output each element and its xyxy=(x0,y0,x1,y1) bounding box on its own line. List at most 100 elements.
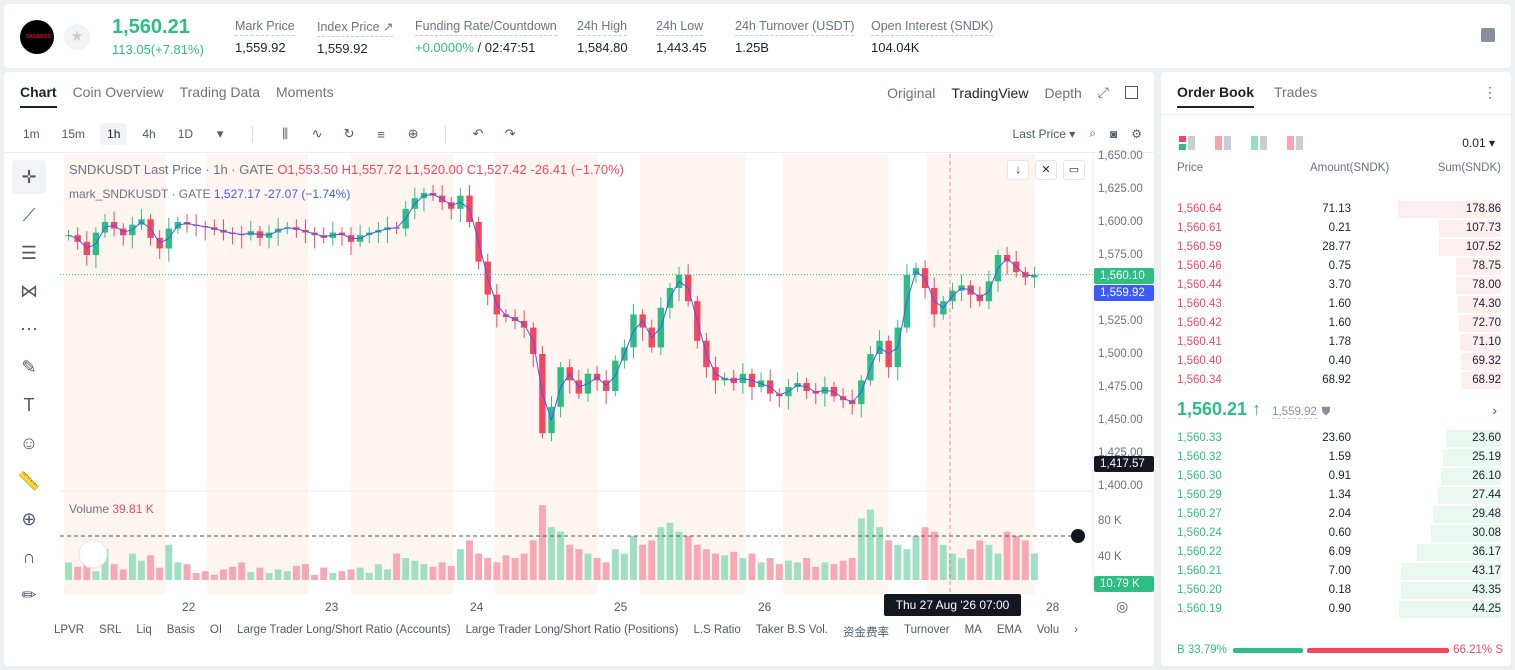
indicator-icon[interactable]: ∿ xyxy=(311,126,323,141)
depth-mode-icon[interactable] xyxy=(1287,136,1303,150)
favorite-star-icon[interactable]: ★ xyxy=(64,24,90,50)
pencil-icon[interactable]: ✏ xyxy=(21,584,37,605)
both-sides-icon[interactable] xyxy=(1179,136,1195,150)
candlestick-chart[interactable] xyxy=(60,154,1094,594)
view-tradingview[interactable]: TradingView xyxy=(951,84,1029,101)
stat-mark-price[interactable]: Mark Price 1,559.92 xyxy=(235,19,295,55)
indicator-item[interactable]: LPVR xyxy=(54,624,85,636)
divider xyxy=(1161,114,1511,115)
ob-amount: 7.00 xyxy=(1328,565,1351,577)
zoom-in-icon[interactable]: ⊕ xyxy=(21,508,37,529)
volume-bar xyxy=(393,553,401,580)
ruler-icon[interactable]: 📏 xyxy=(17,470,41,491)
indicator-item[interactable]: MA xyxy=(964,624,982,636)
collapse-icon[interactable]: ✕ xyxy=(1035,160,1057,180)
order-book-panel: Order Book Trades ⋮ 0.01 ▾ Price Amount(… xyxy=(1161,72,1511,666)
indicator-item[interactable]: Taker B.S Vol. xyxy=(755,624,828,636)
reset-icon[interactable]: ▭ xyxy=(1063,160,1085,180)
ask-row[interactable]: 1,560.44 3.70 78.00 xyxy=(1161,276,1511,295)
bid-row[interactable]: 1,560.32 1.59 25.19 xyxy=(1161,448,1511,467)
precision-select[interactable]: 0.01 ▾ xyxy=(1462,136,1495,150)
view-original[interactable]: Original xyxy=(887,84,936,101)
indicator-item[interactable]: Basis xyxy=(166,624,195,636)
asks-only-icon[interactable] xyxy=(1251,136,1267,150)
volume-bar xyxy=(548,527,555,580)
bid-row[interactable]: 1,560.27 2.04 29.48 xyxy=(1161,505,1511,524)
more-icon[interactable]: ⋮ xyxy=(1483,84,1497,100)
arrow-down-icon[interactable]: ↓ xyxy=(1007,160,1029,180)
gear-icon[interactable]: ⚙ xyxy=(1131,126,1142,141)
tab-order-book[interactable]: Order Book xyxy=(1177,84,1255,108)
tf-15m[interactable]: 15m xyxy=(61,127,86,141)
ask-row[interactable]: 1,560.40 0.40 69.32 xyxy=(1161,352,1511,371)
bid-row[interactable]: 1,560.33 23.60 23.60 xyxy=(1161,429,1511,448)
y-tick: 1,450.00 xyxy=(1098,414,1143,426)
ask-row[interactable]: 1,560.46 0.75 78.75 xyxy=(1161,257,1511,276)
tab-moments[interactable]: Moments xyxy=(276,84,334,100)
bid-row[interactable]: 1,560.20 0.18 43.35 xyxy=(1161,581,1511,600)
indicator-item[interactable]: Liq xyxy=(136,624,152,636)
indicator-item[interactable]: Large Trader Long/Short Ratio (Accounts) xyxy=(237,624,451,636)
tf-4h[interactable]: 4h xyxy=(142,127,156,141)
price-type-select[interactable]: Last Price ▾ xyxy=(1012,126,1076,141)
expand-icon[interactable]: ⤢ xyxy=(1097,84,1109,100)
ask-row[interactable]: 1,560.41 1.78 71.10 xyxy=(1161,333,1511,352)
tab-trades[interactable]: Trades xyxy=(1274,84,1318,100)
indicator-item[interactable]: Volu xyxy=(1036,624,1060,636)
stat-index-price[interactable]: Index Price ↗ 1,559.92 xyxy=(317,20,394,56)
emoji-icon[interactable]: ☺ xyxy=(19,432,39,453)
plugin-icon[interactable]: ⊕ xyxy=(407,126,419,141)
tf-1d[interactable]: 1D xyxy=(177,127,194,141)
chevron-right-icon[interactable]: › xyxy=(1074,624,1078,636)
fib-icon[interactable]: ⋯ xyxy=(20,318,38,339)
horizontal-lines-icon[interactable]: ☰ xyxy=(20,242,38,263)
magnet-icon[interactable]: ∩ xyxy=(22,546,36,567)
bids-only-icon[interactable] xyxy=(1215,136,1231,150)
chevron-right-icon[interactable]: › xyxy=(1492,402,1497,418)
redo-icon[interactable]: ↷ xyxy=(504,126,516,141)
tf-1h[interactable]: 1h xyxy=(100,123,128,145)
window-icon[interactable] xyxy=(1125,86,1138,99)
trendline-icon[interactable]: ⟋ xyxy=(22,204,36,225)
indicator-item[interactable]: 资金费率 xyxy=(842,627,889,639)
ask-row[interactable]: 1,560.64 71.13 178.86 xyxy=(1161,200,1511,219)
ask-row[interactable]: 1,560.59 28.77 107.52 xyxy=(1161,238,1511,257)
undo-icon[interactable]: ↶ xyxy=(472,126,484,141)
settings-circle-icon[interactable]: ◎ xyxy=(1116,598,1129,614)
ask-row[interactable]: 1,560.43 1.60 74.30 xyxy=(1161,295,1511,314)
replay-icon[interactable]: ↻ xyxy=(343,126,355,141)
camera-icon[interactable]: ◙ xyxy=(1109,126,1118,141)
tf-1m[interactable]: 1m xyxy=(23,127,40,141)
bid-row[interactable]: 1,560.24 0.60 30.08 xyxy=(1161,524,1511,543)
bid-row[interactable]: 1,560.21 7.00 43.17 xyxy=(1161,562,1511,581)
chevron-down-icon[interactable]: ▾ xyxy=(216,126,224,141)
crosshair-icon[interactable]: ✛ xyxy=(12,160,46,194)
ask-row[interactable]: 1,560.61 0.21 107.73 xyxy=(1161,219,1511,238)
indicator-item[interactable]: EMA xyxy=(996,624,1022,636)
book-icon[interactable] xyxy=(1481,28,1495,42)
indicator-item[interactable]: L.S Ratio xyxy=(693,624,741,636)
text-icon[interactable]: T xyxy=(23,394,35,415)
indicator-item[interactable]: Large Trader Long/Short Ratio (Positions… xyxy=(465,624,679,636)
stat-funding-rate[interactable]: Funding Rate/Countdown +0.0000% / 02:47:… xyxy=(415,19,557,55)
indicator-item[interactable]: OI xyxy=(209,624,223,636)
tab-chart[interactable]: Chart xyxy=(20,84,57,108)
bid-row[interactable]: 1,560.30 0.91 26.10 xyxy=(1161,467,1511,486)
ob-amount: 28.77 xyxy=(1322,241,1351,253)
brush-icon[interactable]: ✎ xyxy=(21,356,37,377)
pattern-icon[interactable]: ⋈ xyxy=(20,280,38,301)
volume-bar xyxy=(502,555,510,580)
search-icon[interactable]: ⌕ xyxy=(1089,126,1096,140)
ask-row[interactable]: 1,560.42 1.60 72.70 xyxy=(1161,314,1511,333)
bid-row[interactable]: 1,560.22 6.09 36.17 xyxy=(1161,543,1511,562)
bid-row[interactable]: 1,560.19 0.90 44.25 xyxy=(1161,600,1511,619)
bid-row[interactable]: 1,560.29 1.34 27.44 xyxy=(1161,486,1511,505)
tab-coin-overview[interactable]: Coin Overview xyxy=(72,84,164,100)
indicator-item[interactable]: Turnover xyxy=(903,624,950,636)
view-depth[interactable]: Depth xyxy=(1044,84,1082,101)
candle-type-icon[interactable]: ⫼ xyxy=(282,126,289,141)
tab-trading-data[interactable]: Trading Data xyxy=(179,84,261,100)
list-icon[interactable]: ≡ xyxy=(377,126,385,142)
ask-row[interactable]: 1,560.34 68.92 68.92 xyxy=(1161,371,1511,390)
indicator-item[interactable]: SRL xyxy=(99,624,122,636)
